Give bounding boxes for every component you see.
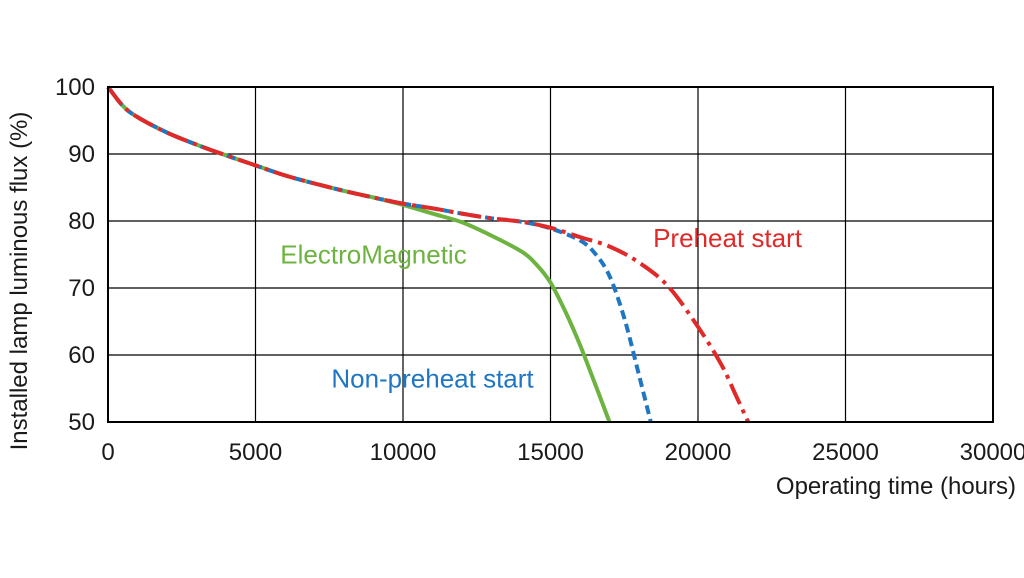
x-tick-label: 15000 xyxy=(517,439,584,466)
y-tick-label: 90 xyxy=(68,141,95,168)
series-lines xyxy=(106,85,751,423)
plot-frame xyxy=(107,86,994,423)
x-tick-label: 25000 xyxy=(812,439,879,466)
x-tick-labels: 0 5000 10000 15000 20000 25000 30000 xyxy=(101,439,1024,466)
label-preheat-start: Preheat start xyxy=(653,223,803,253)
label-non-preheat-start: Non-preheat start xyxy=(331,363,534,393)
x-axis-label: Operating time (hours) xyxy=(776,473,1016,500)
grid-lines xyxy=(107,86,994,423)
y-tick-label: 100 xyxy=(55,74,95,101)
y-tick-label: 80 xyxy=(68,208,95,235)
y-tick-label: 60 xyxy=(68,342,95,369)
x-tick-label: 20000 xyxy=(665,439,732,466)
y-tick-labels: 50 60 70 80 90 100 xyxy=(55,74,95,436)
x-tick-label: 10000 xyxy=(370,439,437,466)
x-tick-label: 0 xyxy=(101,439,114,466)
x-tick-label: 5000 xyxy=(229,439,282,466)
series-line-preheat-start xyxy=(106,85,751,423)
y-tick-label: 70 xyxy=(68,275,95,302)
y-axis-label: Installed lamp luminous flux (%) xyxy=(6,112,33,451)
x-tick-label: 30000 xyxy=(960,439,1024,466)
y-tick-label: 50 xyxy=(68,409,95,436)
label-electromagnetic: ElectroMagnetic xyxy=(280,240,466,270)
series-annotations: ElectroMagnetic Non-preheat start Preheat … xyxy=(280,223,802,394)
